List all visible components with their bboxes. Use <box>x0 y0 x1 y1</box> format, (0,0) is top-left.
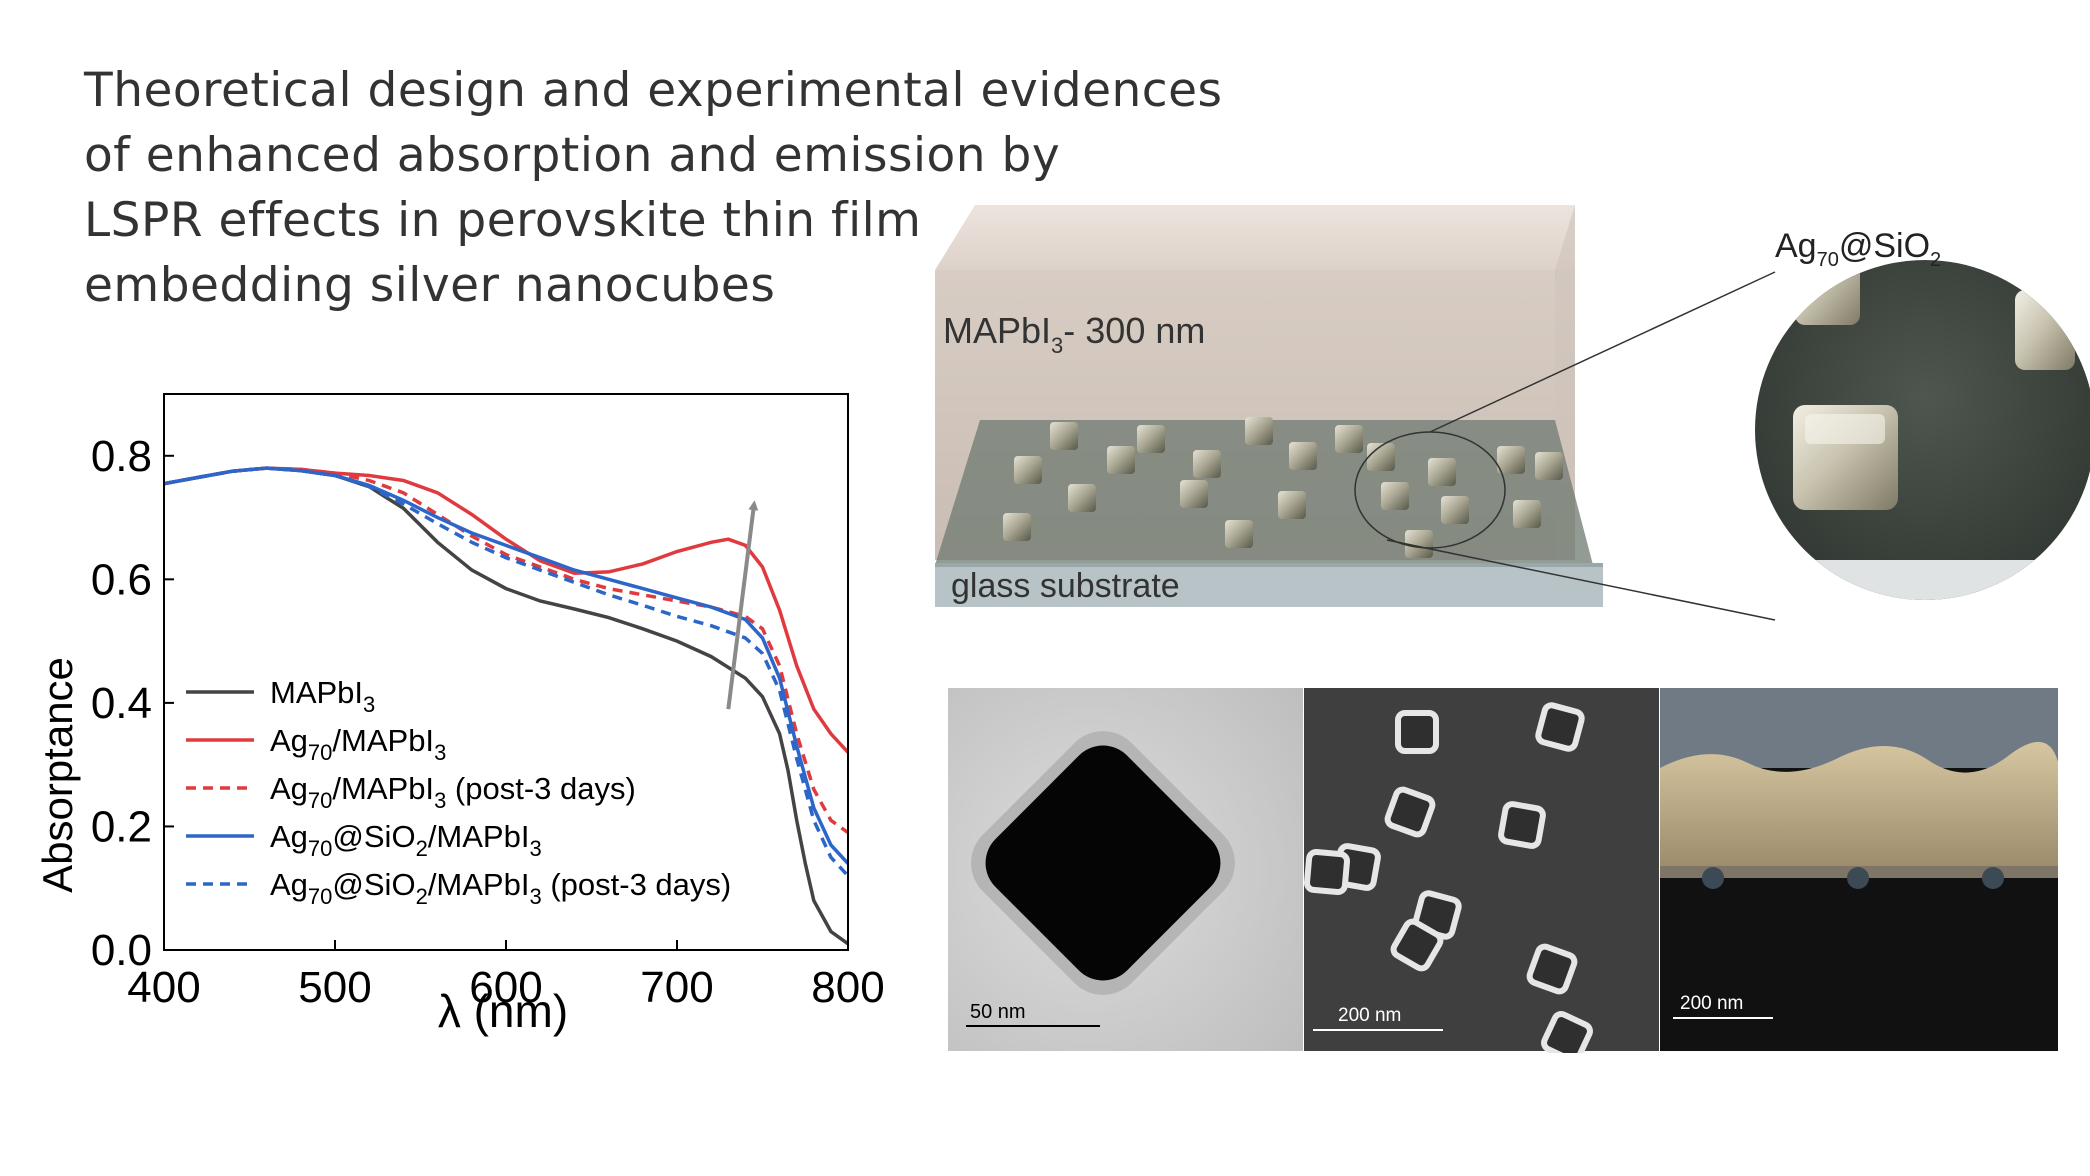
y-tick-label: 0.2 <box>91 802 152 851</box>
nanocube <box>1014 456 1042 484</box>
x-tick-label: 500 <box>298 963 371 1012</box>
legend-label-agsio2: Ag70@SiO2/MAPbI3 <box>270 819 542 861</box>
nanocube <box>1367 443 1395 471</box>
nanocube <box>1428 458 1456 486</box>
y-tick-label: 0.0 <box>91 926 152 975</box>
sem-image: 200 nm <box>1303 688 1659 1053</box>
x-tick-labels: 400 500 600 700 800 <box>127 963 884 1012</box>
nanocube <box>1289 442 1317 470</box>
sem-nanocube <box>1535 702 1585 752</box>
glass-layer-top <box>935 420 1593 565</box>
legend: MAPbI3 Ag70/MAPbI3 Ag70/MAPbI3 (post-3 day… <box>186 675 731 909</box>
legend-label-ag70_post: Ag70/MAPbI3 (post-3 days) <box>270 771 636 813</box>
nanocube <box>1245 417 1273 445</box>
legend-label-mapbi3: MAPbI3 <box>270 675 375 717</box>
nanocube <box>1137 425 1165 453</box>
y-tick-label: 0.4 <box>91 679 152 728</box>
nanocube <box>1068 484 1096 512</box>
title-line: of enhanced absorption and emission by <box>84 128 1061 183</box>
y-tick-labels: 0.0 0.2 0.4 0.6 0.8 <box>91 432 152 975</box>
cross-section-scale-label: 200 nm <box>1680 993 1743 1014</box>
nanocube <box>1513 500 1541 528</box>
sem-scale-label: 200 nm <box>1338 1005 1401 1026</box>
legend-label-ag70: Ag70/MAPbI3 <box>270 723 446 765</box>
x-tick-label: 800 <box>811 963 884 1012</box>
paper-title: Theoretical design and experimental evid… <box>84 58 1224 318</box>
tem-image: 50 nm <box>948 688 1303 1051</box>
zoom-view <box>1755 260 2090 600</box>
nanocube <box>1225 520 1253 548</box>
sem-nanocube <box>1395 710 1439 754</box>
trend-arrow <box>726 500 759 710</box>
nanocube <box>1278 491 1306 519</box>
y-tick-label: 0.6 <box>91 555 152 604</box>
nanocube <box>1441 496 1469 524</box>
axis-ticks <box>163 454 849 951</box>
cross-section-image: 200 nm <box>1660 688 2058 1051</box>
nanocube <box>1003 513 1031 541</box>
x-axis-label: λ (nm) <box>438 985 568 1037</box>
nanocube <box>1405 530 1433 558</box>
sem-nanocube <box>1384 786 1436 838</box>
y-axis-label: Absorptance <box>34 657 81 893</box>
nanocube <box>1381 482 1409 510</box>
micrographs: 50 nm 200 nm 200 nm <box>948 688 2058 1053</box>
glass-substrate <box>935 565 1603 607</box>
nanocube <box>1107 446 1135 474</box>
title-line: LSPR effects in perovskite thin film <box>84 193 922 248</box>
sem-nanocube <box>1541 1011 1593 1053</box>
title-line: embedding silver nanocubes <box>84 258 776 313</box>
nanocube <box>1180 480 1208 508</box>
nanocubes <box>1003 417 1563 558</box>
sem-nanocube <box>1498 801 1546 849</box>
x-tick-label: 600 <box>469 963 542 1012</box>
nanocube <box>1050 422 1078 450</box>
nanocube <box>1535 452 1563 480</box>
title-line: Theoretical design and experimental evid… <box>84 63 1223 118</box>
series-line-agsio2_post <box>164 466 848 878</box>
nanocube <box>1193 450 1221 478</box>
series-line-ag70 <box>164 466 848 754</box>
x-tick-label: 400 <box>127 963 200 1012</box>
absorptance-chart: 0.0 0.2 0.4 0.6 0.8 400 500 600 700 800 λ (nm) A… <box>34 393 885 1037</box>
plot-area <box>164 466 848 946</box>
film-top-face <box>935 205 1575 270</box>
series-line-agsio2 <box>164 466 848 865</box>
sem-nanocube <box>1390 918 1444 972</box>
x-tick-label: 700 <box>640 963 713 1012</box>
nanocube <box>1497 446 1525 474</box>
nanocube <box>1335 425 1363 453</box>
sem-nanocube <box>1303 848 1351 896</box>
film-schematic: MAPbI3- 300 nm glass substrate Ag70@SiO2 <box>935 205 2090 621</box>
legend-label-agsio2_post: Ag70@SiO2/MAPbI3 (post-3 days) <box>270 867 731 909</box>
substrate-label: glass substrate <box>951 567 1180 605</box>
series-line-ag70_post <box>164 466 848 835</box>
zoom-label: Ag70@SiO2 <box>1775 227 1941 271</box>
tem-scale-label: 50 nm <box>970 1001 1026 1023</box>
film-label: MAPbI3- 300 nm <box>943 310 1205 358</box>
y-tick-label: 0.8 <box>91 432 152 481</box>
sem-nanocube <box>1526 943 1578 995</box>
